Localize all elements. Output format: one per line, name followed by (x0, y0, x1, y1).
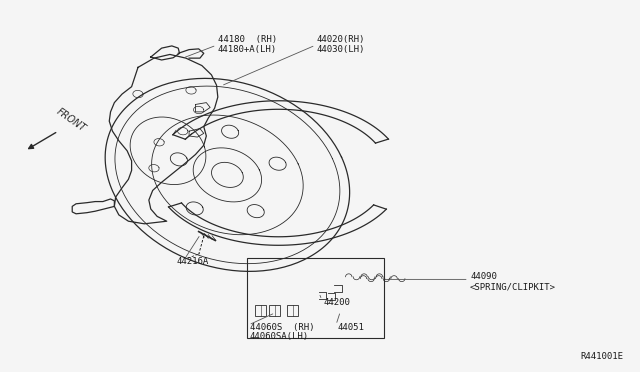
Text: 44090: 44090 (470, 272, 497, 281)
Text: FRONT: FRONT (55, 107, 88, 134)
Bar (269, 305, 280, 317)
Text: 44180+A(LH): 44180+A(LH) (218, 45, 277, 54)
Bar (246, 258, 384, 338)
Text: <SPRING/CLIPKIT>: <SPRING/CLIPKIT> (470, 282, 556, 291)
Text: 44060S  (RH): 44060S (RH) (250, 323, 314, 332)
Text: 44060SA(LH): 44060SA(LH) (250, 332, 309, 341)
Text: 44216A: 44216A (176, 257, 209, 266)
Text: 44180  (RH): 44180 (RH) (218, 35, 277, 44)
Text: R441001E: R441001E (580, 352, 623, 361)
Text: 44030(LH): 44030(LH) (317, 45, 365, 54)
Bar (255, 305, 266, 317)
Bar (287, 305, 298, 317)
Text: 44051: 44051 (337, 323, 364, 332)
Text: 44020(RH): 44020(RH) (317, 35, 365, 44)
Text: 44200: 44200 (323, 298, 350, 307)
